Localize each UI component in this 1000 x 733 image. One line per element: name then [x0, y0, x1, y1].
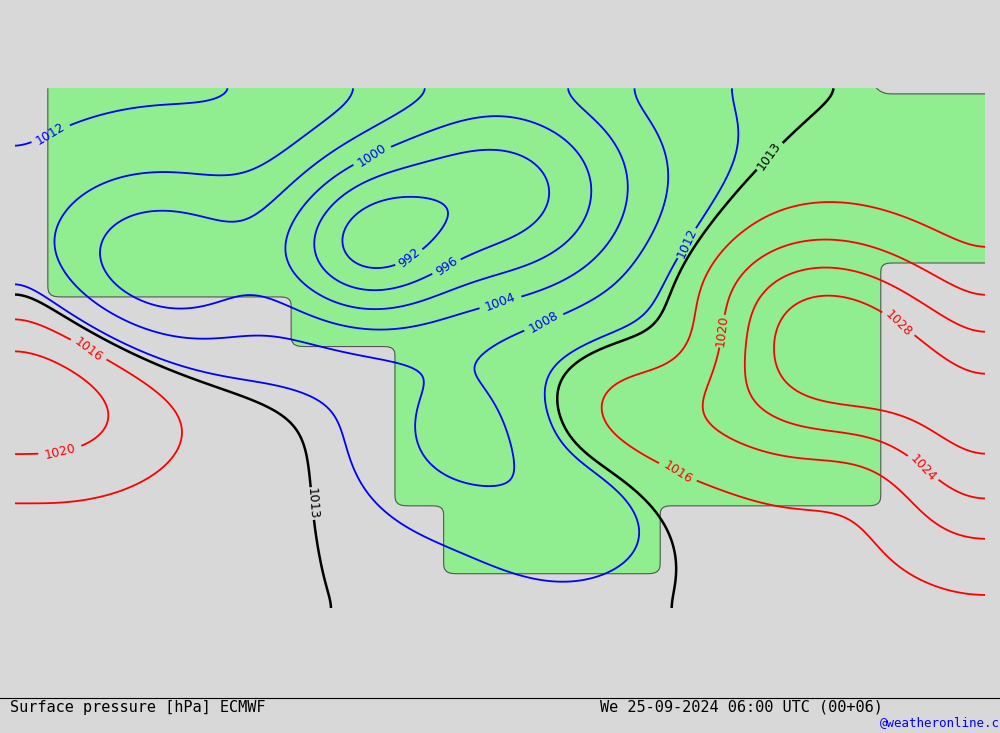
Text: 1016: 1016: [661, 458, 694, 486]
Text: Surface pressure [hPa] ECMWF: Surface pressure [hPa] ECMWF: [10, 700, 266, 715]
Text: 1013: 1013: [755, 139, 784, 173]
Text: @weatheronline.co.uk: @weatheronline.co.uk: [880, 716, 1000, 729]
Text: 1016: 1016: [72, 335, 105, 364]
Text: 1000: 1000: [355, 141, 389, 169]
Text: 1028: 1028: [883, 308, 915, 339]
Text: We 25-09-2024 06:00 UTC (00+06): We 25-09-2024 06:00 UTC (00+06): [600, 700, 883, 715]
Text: 1013: 1013: [305, 487, 320, 520]
Text: 1020: 1020: [714, 314, 730, 347]
Text: 1020: 1020: [43, 441, 77, 462]
Text: 1012: 1012: [34, 120, 68, 147]
Text: 1004: 1004: [483, 291, 518, 314]
Text: 996: 996: [433, 254, 460, 279]
Text: 1024: 1024: [908, 452, 939, 484]
Text: 992: 992: [397, 246, 423, 270]
Text: 1012: 1012: [674, 226, 699, 260]
Text: 1008: 1008: [527, 309, 561, 336]
